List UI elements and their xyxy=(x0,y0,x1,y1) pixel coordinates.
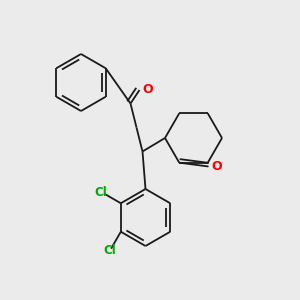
Text: Cl: Cl xyxy=(94,185,107,199)
Text: Cl: Cl xyxy=(103,244,116,256)
Text: O: O xyxy=(142,82,152,96)
Text: O: O xyxy=(212,160,222,173)
